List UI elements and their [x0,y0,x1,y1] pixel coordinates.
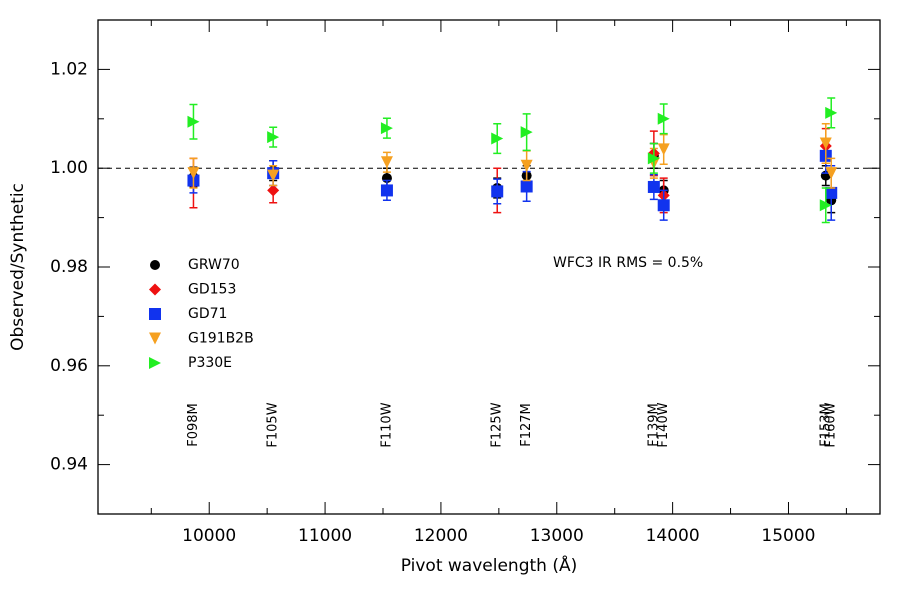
legend-label: GD71 [188,306,227,322]
legend-label: GD153 [188,282,236,298]
marker [267,131,280,144]
annotation: WFC3 IR RMS = 0.5% [553,255,703,271]
y-tick-label: 1.02 [50,59,88,79]
y-axis-label: Observed/Synthetic [8,183,28,351]
legend-marker [149,332,161,345]
marker [825,167,838,180]
filter-label: F127M [519,403,534,447]
marker [520,159,533,172]
legend-marker [149,357,161,369]
filter-label: F160W [824,402,839,447]
x-tick-label: 13000 [530,526,584,546]
marker [825,106,838,119]
y-tick-label: 0.94 [50,455,88,475]
marker [267,184,280,197]
marker [657,112,670,125]
marker [187,115,200,128]
x-tick-label: 12000 [414,526,468,546]
y-tick-label: 1.00 [50,158,88,178]
marker [825,186,838,199]
filter-label: F140W [656,402,671,447]
legend-marker [150,260,160,270]
legend-marker [149,283,161,296]
marker [520,180,533,193]
x-tick-label: 15000 [761,526,815,546]
filter-label: F098M [186,403,201,447]
legend-label: P330E [188,355,232,371]
marker [657,143,670,156]
marker [187,167,200,180]
x-tick-label: 10000 [182,526,236,546]
marker [520,126,533,139]
marker [491,185,504,198]
filter-label: F153M [818,403,833,447]
marker [657,199,670,212]
y-tick-label: 0.96 [50,356,88,376]
marker [647,152,660,165]
marker [819,137,832,150]
marker [267,169,280,182]
filter-label: F110W [379,402,394,447]
marker [380,156,393,169]
filter-label: F139M [646,403,661,447]
marker [819,199,832,212]
x-tick-label: 14000 [646,526,700,546]
filter-label: F105W [266,402,281,447]
filter-label: F125W [490,402,505,447]
x-axis-label: Pivot wavelength (Å) [401,554,577,576]
marker [380,122,393,135]
x-tick-label: 11000 [298,526,352,546]
legend-label: G191B2B [188,331,254,347]
marker [491,132,504,145]
legend-label: GRW70 [188,257,240,273]
marker [380,184,393,197]
marker [647,180,660,193]
legend-marker [149,308,161,320]
y-tick-label: 0.98 [50,257,88,277]
